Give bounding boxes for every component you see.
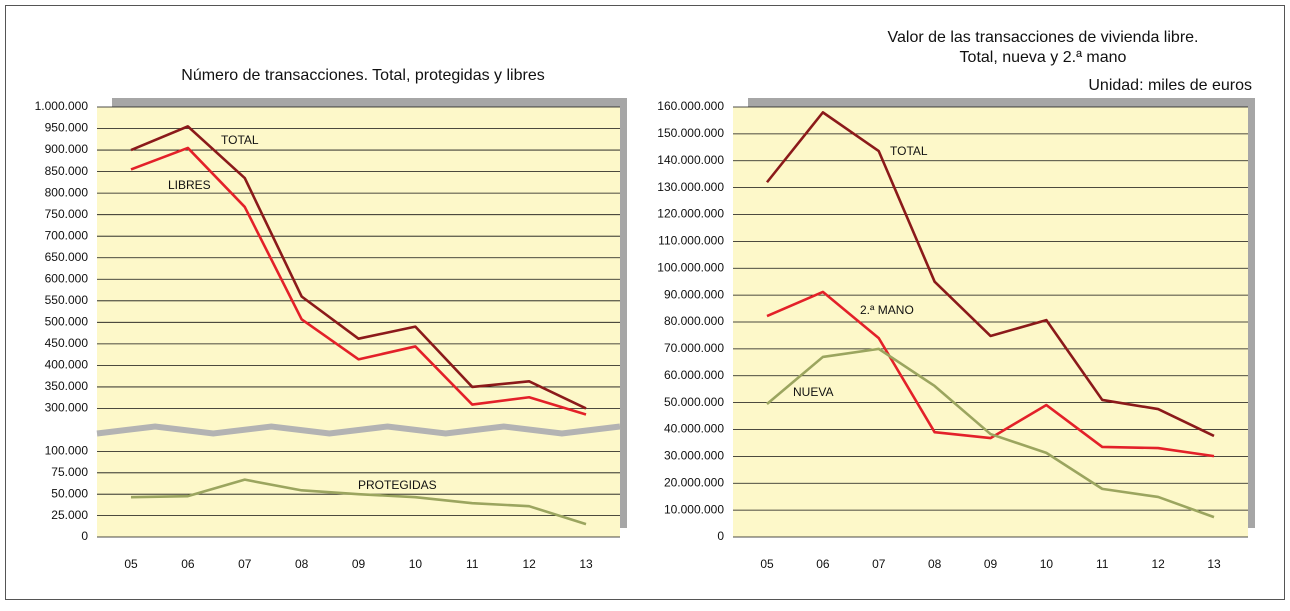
series-line — [130, 146, 587, 416]
y-tick-label: 400.000 — [45, 358, 89, 372]
x-tick-label: 12 — [1151, 557, 1165, 571]
x-tick-label: 08 — [928, 557, 942, 571]
y-tick-label: 300.000 — [45, 401, 89, 415]
y-tick-label: 20.000.000 — [664, 475, 724, 489]
series-label: NUEVA — [793, 385, 833, 399]
y-tick-label: 0 — [717, 529, 724, 543]
x-tick-label: 13 — [579, 557, 593, 571]
x-tick-label: 11 — [466, 557, 479, 571]
x-tick-label: 09 — [352, 557, 366, 571]
y-tick-label: 700.000 — [45, 228, 89, 242]
x-tick-label: 06 — [816, 557, 830, 571]
x-tick-label: 07 — [872, 557, 886, 571]
y-tick-label: 160.000.000 — [657, 99, 724, 113]
series-line — [766, 347, 1215, 519]
x-tick-label: 13 — [1207, 557, 1221, 571]
x-tick-label: 10 — [1040, 557, 1054, 571]
y-tick-label: 120.000.000 — [657, 207, 724, 221]
x-tick-label: 09 — [984, 557, 998, 571]
axis-break — [96, 423, 621, 437]
y-tick-label: 50.000.000 — [664, 395, 724, 409]
y-tick-label: 90.000.000 — [664, 287, 724, 301]
y-tick-label: 0 — [81, 529, 88, 543]
y-tick-label: 550.000 — [45, 293, 89, 307]
y-tick-label: 70.000.000 — [664, 341, 724, 355]
y-tick-label: 850.000 — [45, 164, 89, 178]
y-tick-label: 500.000 — [45, 315, 89, 329]
x-tick-label: 12 — [522, 557, 536, 571]
y-tick-label: 80.000.000 — [664, 314, 724, 328]
y-tick-label: 60.000.000 — [664, 368, 724, 382]
x-tick-label: 07 — [238, 557, 252, 571]
chart-subtitle: Unidad: miles de euros — [1088, 77, 1252, 94]
y-tick-label: 75.000 — [51, 465, 88, 479]
y-tick-label: 1.000.000 — [35, 99, 89, 113]
chart-title: Total, nueva y 2.ª mano — [960, 49, 1127, 66]
series-line — [130, 478, 587, 526]
y-tick-label: 750.000 — [45, 207, 89, 221]
x-tick-label: 05 — [124, 557, 138, 571]
y-tick-label: 30.000.000 — [664, 449, 724, 463]
x-tick-label: 05 — [760, 557, 774, 571]
y-tick-label: 600.000 — [45, 271, 89, 285]
series-label: PROTEGIDAS — [358, 478, 437, 492]
x-tick-label: 06 — [181, 557, 195, 571]
y-tick-label: 140.000.000 — [657, 153, 724, 167]
y-tick-label: 800.000 — [45, 185, 89, 199]
series-line — [765, 111, 1215, 438]
y-tick-label: 150.000.000 — [657, 126, 724, 140]
y-tick-label: 110.000.000 — [658, 234, 724, 248]
y-tick-label: 130.000.000 — [657, 180, 724, 194]
y-tick-label: 650.000 — [45, 250, 89, 264]
y-tick-label: 50.000 — [51, 486, 88, 500]
y-tick-label: 10.000.000 — [664, 502, 724, 516]
series-label: TOTAL — [221, 133, 259, 147]
x-tick-label: 10 — [409, 557, 423, 571]
series-label: 2.ª MANO — [860, 303, 914, 317]
y-tick-label: 450.000 — [45, 336, 89, 350]
y-tick-label: 100.000.000 — [657, 260, 724, 274]
series-label: LIBRES — [168, 178, 211, 192]
y-tick-label: 950.000 — [45, 121, 89, 135]
x-tick-label: 08 — [295, 557, 309, 571]
series-line — [130, 125, 587, 410]
series-line — [766, 290, 1215, 458]
y-tick-label: 40.000.000 — [664, 422, 724, 436]
chart-title: Valor de las transacciones de vivienda l… — [888, 29, 1199, 46]
chart-title: Número de transacciones. Total, protegid… — [181, 67, 544, 84]
series-label: TOTAL — [890, 144, 928, 158]
y-tick-label: 900.000 — [45, 142, 89, 156]
y-tick-label: 100.000 — [45, 444, 89, 458]
x-tick-label: 11 — [1096, 557, 1109, 571]
y-tick-label: 25.000 — [51, 508, 88, 522]
y-tick-label: 350.000 — [45, 379, 89, 393]
